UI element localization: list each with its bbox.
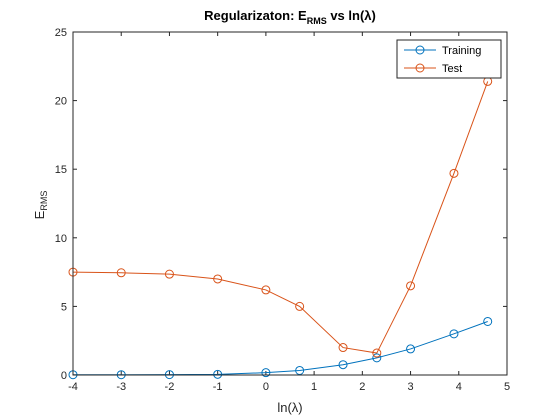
x-tick-label: 4 [456, 381, 462, 393]
data-point-test [164, 269, 174, 279]
y-tick-label: 15 [55, 164, 67, 176]
legend-box [396, 39, 502, 79]
x-tick-label: -4 [68, 381, 78, 393]
x-axis-label: ln(λ) [277, 400, 302, 415]
data-point-training [295, 365, 305, 375]
data-point-test [449, 168, 459, 178]
x-axis: -4 -3 -2 -1 0 1 2 3 4 5 [68, 32, 510, 393]
chart-title-tail: vs ln(λ) [327, 8, 376, 23]
plot-area [73, 32, 507, 375]
y-axis-label: ERMS [32, 191, 49, 220]
x-tick-label: 2 [359, 381, 365, 393]
chart-title: Regularizaton: ERMS vs ln(λ) [204, 8, 376, 26]
x-tick-label: 0 [263, 381, 269, 393]
x-tick-label: 3 [407, 381, 413, 393]
x-tick-label: 5 [504, 381, 510, 393]
data-point-training [449, 329, 459, 339]
data-point-training [261, 368, 271, 378]
legend-label-test: Test [442, 63, 462, 75]
data-point-test [372, 348, 382, 358]
data-point-test [213, 274, 223, 284]
legend-label-training: Training [442, 45, 481, 57]
y-axis: 0 5 10 15 20 25 [55, 27, 507, 382]
y-tick-label: 5 [61, 301, 67, 313]
data-point-training [213, 369, 223, 379]
y-tick-label: 25 [55, 27, 67, 39]
plot-frame [72, 31, 508, 376]
legend-marker-training [415, 45, 425, 55]
data-point-test [116, 268, 126, 278]
data-point-test [338, 343, 348, 353]
data-point-training [483, 316, 493, 326]
series-line-test [72, 81, 489, 354]
y-tick-label: 20 [55, 96, 67, 108]
x-tick-label: -2 [165, 381, 175, 393]
x-tick-label: -3 [116, 381, 126, 393]
y-tick-label: 10 [55, 233, 67, 245]
legend-marker-test [415, 63, 425, 73]
y-tick-label: 0 [61, 370, 67, 382]
data-point-test [406, 281, 416, 291]
x-tick-label: 1 [311, 381, 317, 393]
data-point-test [261, 285, 271, 295]
legend: Training Test [396, 39, 502, 79]
chart-title-subscript: RMS [307, 16, 327, 26]
data-point-training [372, 353, 382, 363]
x-tick-label: -1 [213, 381, 223, 393]
data-point-training [406, 344, 416, 354]
data-point-test [295, 301, 305, 311]
data-point-training [338, 360, 348, 370]
y-axis-label-subscript: RMS [39, 191, 49, 211]
